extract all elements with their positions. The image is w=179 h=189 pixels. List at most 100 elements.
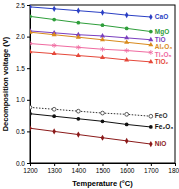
y-tick-label: 0.5	[16, 128, 25, 135]
y-tick: 0.0	[16, 160, 30, 167]
series-marker	[149, 114, 153, 118]
series-marker	[30, 41, 32, 46]
chart: 1200 1300 1400 1500 1600 1700 1800 0.0 0.5 1.0 1.5…	[0, 0, 179, 189]
series-marker	[52, 114, 56, 118]
y-tick: 0.5	[16, 128, 30, 135]
series-marker	[76, 45, 80, 50]
legend-label: Ti₃O₅	[155, 51, 172, 58]
series-marker	[125, 123, 129, 127]
y-tick-label: 2.5	[16, 2, 25, 9]
series-marker	[149, 125, 153, 129]
y-tick: 1.0	[16, 96, 30, 103]
series-marker	[76, 21, 80, 25]
x-tick: 1300	[47, 163, 62, 174]
series-marker	[77, 8, 81, 14]
series-marker	[148, 42, 153, 46]
series-marker	[76, 109, 80, 113]
series-marker	[76, 117, 80, 121]
x-tick-label: 1500	[96, 167, 111, 174]
series-marker	[101, 119, 105, 123]
series-line	[30, 128, 151, 144]
series-line	[30, 52, 151, 62]
series-marker	[124, 35, 129, 39]
series-marker	[101, 9, 105, 15]
series-marker	[101, 111, 105, 115]
x-axis-title: Temperature (°C)	[72, 179, 133, 188]
x-tick: 1800	[168, 163, 179, 174]
x-tick-label: 1200	[23, 167, 38, 174]
series-marker	[124, 57, 129, 61]
plot: 1200 1300 1400 1500 1600 1700 1800 0.0 0.5 1.0 1.5…	[16, 2, 179, 174]
y-axis: 0.0 0.5 1.0 1.5 2.0 2.5	[16, 2, 31, 167]
series-marker	[52, 6, 56, 12]
series-marker	[148, 59, 153, 63]
series-line	[30, 44, 151, 53]
series-marker	[148, 37, 153, 41]
series-marker	[125, 48, 129, 53]
series-marker	[125, 138, 129, 144]
series-marker	[125, 27, 129, 31]
series-marker	[52, 51, 57, 55]
series-marker	[52, 43, 56, 48]
series-marker	[101, 135, 105, 141]
series-marker	[30, 112, 32, 116]
series-marker	[30, 49, 33, 53]
series-marker	[30, 5, 32, 10]
series-marker	[100, 55, 105, 59]
series-marker	[149, 14, 153, 20]
plot-frame	[30, 5, 175, 163]
series-marker	[30, 15, 32, 19]
series-marker	[149, 30, 153, 34]
series-marker	[100, 37, 105, 41]
x-tick: 1400	[72, 163, 87, 174]
x-tick: 1600	[120, 163, 135, 174]
x-axis: 1200 1300 1400 1500 1600 1700 1800	[23, 163, 179, 174]
series-marker	[76, 34, 81, 38]
x-tick: 1200	[23, 163, 38, 174]
series-line	[30, 107, 151, 116]
legend-label: CaO	[155, 13, 168, 20]
series-marker	[125, 112, 129, 116]
series-labels: CaOMgOTiOAl₂O₃Ti₃O₅TiO₂FeOFe₂O₃NiO	[155, 13, 174, 147]
legend-label: TiO₂	[155, 58, 169, 65]
x-tick-label: 1300	[47, 167, 62, 174]
series-marker	[52, 32, 57, 36]
series-marker	[149, 141, 153, 147]
x-tick-label: 1400	[72, 167, 87, 174]
y-tick: 2.0	[16, 33, 30, 40]
x-tick-label: 1700	[144, 167, 159, 174]
legend-label: Fe₂O₃	[155, 123, 174, 130]
series-line	[30, 7, 151, 17]
series-marker	[30, 125, 32, 131]
series-marker	[77, 131, 81, 137]
series-marker	[30, 29, 33, 33]
series-group	[30, 5, 153, 147]
legend-label: TiO	[155, 36, 166, 43]
y-tick-label: 0.0	[16, 160, 25, 167]
series-marker	[52, 128, 56, 134]
legend-label: NiO	[155, 140, 167, 147]
y-axis-title: Decomposition voltage (V)	[1, 36, 10, 131]
series-marker	[101, 23, 105, 27]
y-tick-label: 1.5	[16, 65, 25, 72]
series-marker	[149, 50, 153, 55]
series-line	[30, 32, 151, 45]
series-marker	[52, 18, 56, 22]
y-tick: 2.5	[16, 2, 30, 9]
series-marker	[52, 107, 56, 111]
series-marker	[100, 47, 104, 52]
x-tick-label: 1800	[168, 167, 179, 174]
y-tick-label: 2.0	[16, 33, 25, 40]
series-line	[30, 114, 151, 127]
x-tick-label: 1600	[120, 167, 135, 174]
x-tick: 1700	[144, 163, 159, 174]
series-marker	[124, 39, 129, 43]
series-marker	[125, 12, 129, 18]
legend-label: Al₂O₃	[155, 43, 172, 50]
series-marker	[76, 53, 81, 57]
y-tick-label: 1.0	[16, 96, 25, 103]
series-marker	[100, 33, 105, 37]
series-line	[30, 16, 151, 31]
y-tick: 1.5	[16, 65, 30, 72]
x-tick: 1500	[96, 163, 111, 174]
